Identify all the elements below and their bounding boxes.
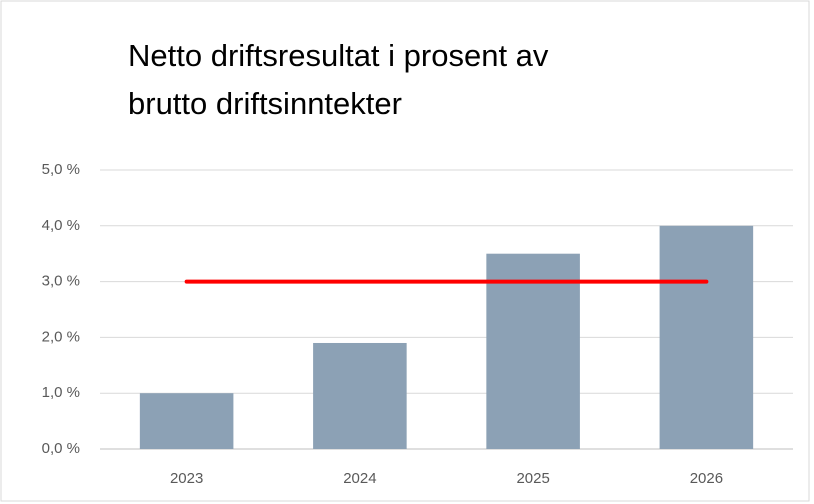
y-tick-label: 4,0 % (42, 217, 80, 234)
y-tick-label: 2,0 % (42, 328, 80, 345)
chart-title: brutto driftsinntekter (128, 86, 402, 121)
y-tick-label: 5,0 % (42, 161, 80, 178)
bar (313, 342, 407, 449)
chart-title: Netto driftsresultat i prosent av (128, 38, 549, 73)
bar (486, 253, 580, 449)
y-tick-label: 0,0 % (42, 440, 80, 457)
x-tick-label: 2023 (170, 470, 203, 487)
y-tick-label: 3,0 % (42, 273, 80, 290)
x-tick-label: 2024 (343, 470, 376, 487)
x-tick-label: 2026 (690, 470, 723, 487)
bar (659, 225, 754, 449)
x-tick-label: 2025 (516, 470, 549, 487)
bar (139, 393, 234, 449)
y-tick-label: 1,0 % (42, 384, 80, 401)
